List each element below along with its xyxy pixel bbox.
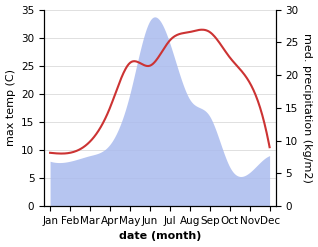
Y-axis label: med. precipitation (kg/m2): med. precipitation (kg/m2) (302, 33, 313, 183)
Y-axis label: max temp (C): max temp (C) (5, 69, 16, 146)
X-axis label: date (month): date (month) (119, 231, 201, 242)
